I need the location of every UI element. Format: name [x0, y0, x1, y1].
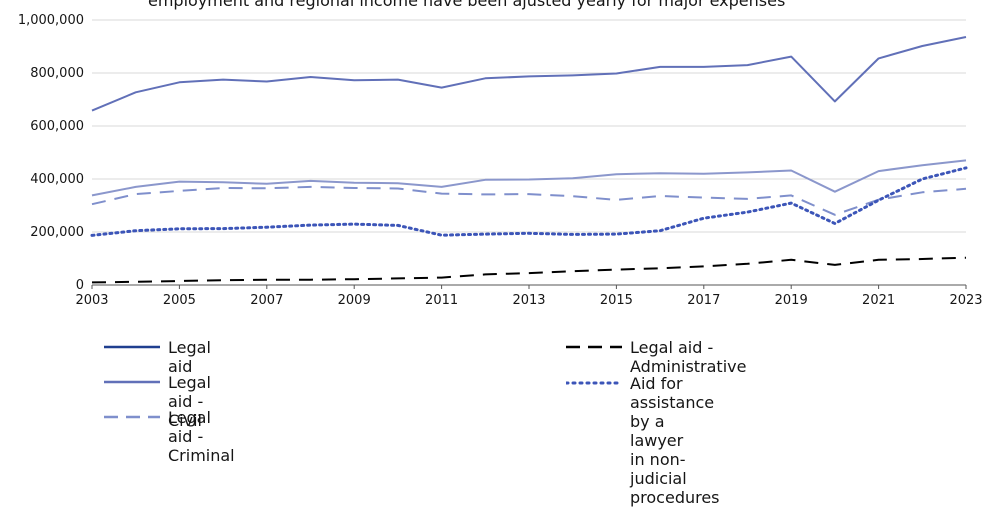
- series-line: [90, 166, 968, 237]
- legend-item-legal-aid-criminal: Legal aid - Criminal: [104, 408, 235, 465]
- legend-label: Legal aid - Criminal: [168, 408, 235, 465]
- legend-item-legal-aid-administrative: Legal aid - Administrative: [566, 338, 746, 376]
- x-tick-label: 2005: [163, 293, 196, 308]
- series-line: [91, 185, 967, 216]
- legend-item-legal-aid-civil: Legal aid - Civil: [104, 373, 211, 430]
- x-tick-label: 2017: [687, 293, 720, 308]
- legend-swatch: [104, 380, 160, 384]
- y-tick-label: 1,000,000: [18, 13, 84, 28]
- y-tick-label: 600,000: [30, 119, 84, 134]
- y-tick-label: 0: [76, 278, 84, 293]
- legend-swatch: [566, 345, 622, 349]
- x-tick-label: 2021: [862, 293, 895, 308]
- chart-caption: employment and regional income have been…: [148, 0, 786, 10]
- legend-swatch: [566, 381, 622, 385]
- y-tick-label: 800,000: [30, 66, 84, 81]
- series-line: [91, 36, 967, 112]
- legend-label: Legal aid: [168, 338, 211, 376]
- x-tick-label: 2013: [512, 293, 545, 308]
- legend-label: Legal aid - Civil: [168, 373, 211, 430]
- x-tick-label: 2015: [600, 293, 633, 308]
- x-tick-label: 2007: [250, 293, 283, 308]
- series-line: [91, 256, 967, 284]
- legend-item-legal-aid: Legal aid: [104, 338, 211, 376]
- legend-swatch: [104, 415, 160, 419]
- line-chart: 0 200,000 400,000 600,000 800,000 1,000,000 20…: [18, 13, 983, 308]
- legend-item-lawyer-assistance: Aid for assistance by a lawyer in non-ju…: [566, 374, 720, 507]
- x-tick-label: 2011: [425, 293, 458, 308]
- y-tick-label: 200,000: [30, 225, 84, 240]
- y-tick-label: 400,000: [30, 172, 84, 187]
- series-line: [91, 159, 967, 197]
- legend-swatch: [104, 345, 160, 349]
- legend-label: Legal aid - Administrative: [630, 338, 747, 376]
- x-tick-label: 2009: [338, 293, 371, 308]
- legend-label: Aid for assistance by a lawyer in non-ju…: [630, 374, 720, 507]
- x-tick-label: 2023: [949, 293, 982, 308]
- x-tick-label: 2003: [75, 293, 108, 308]
- x-tick-label: 2019: [775, 293, 808, 308]
